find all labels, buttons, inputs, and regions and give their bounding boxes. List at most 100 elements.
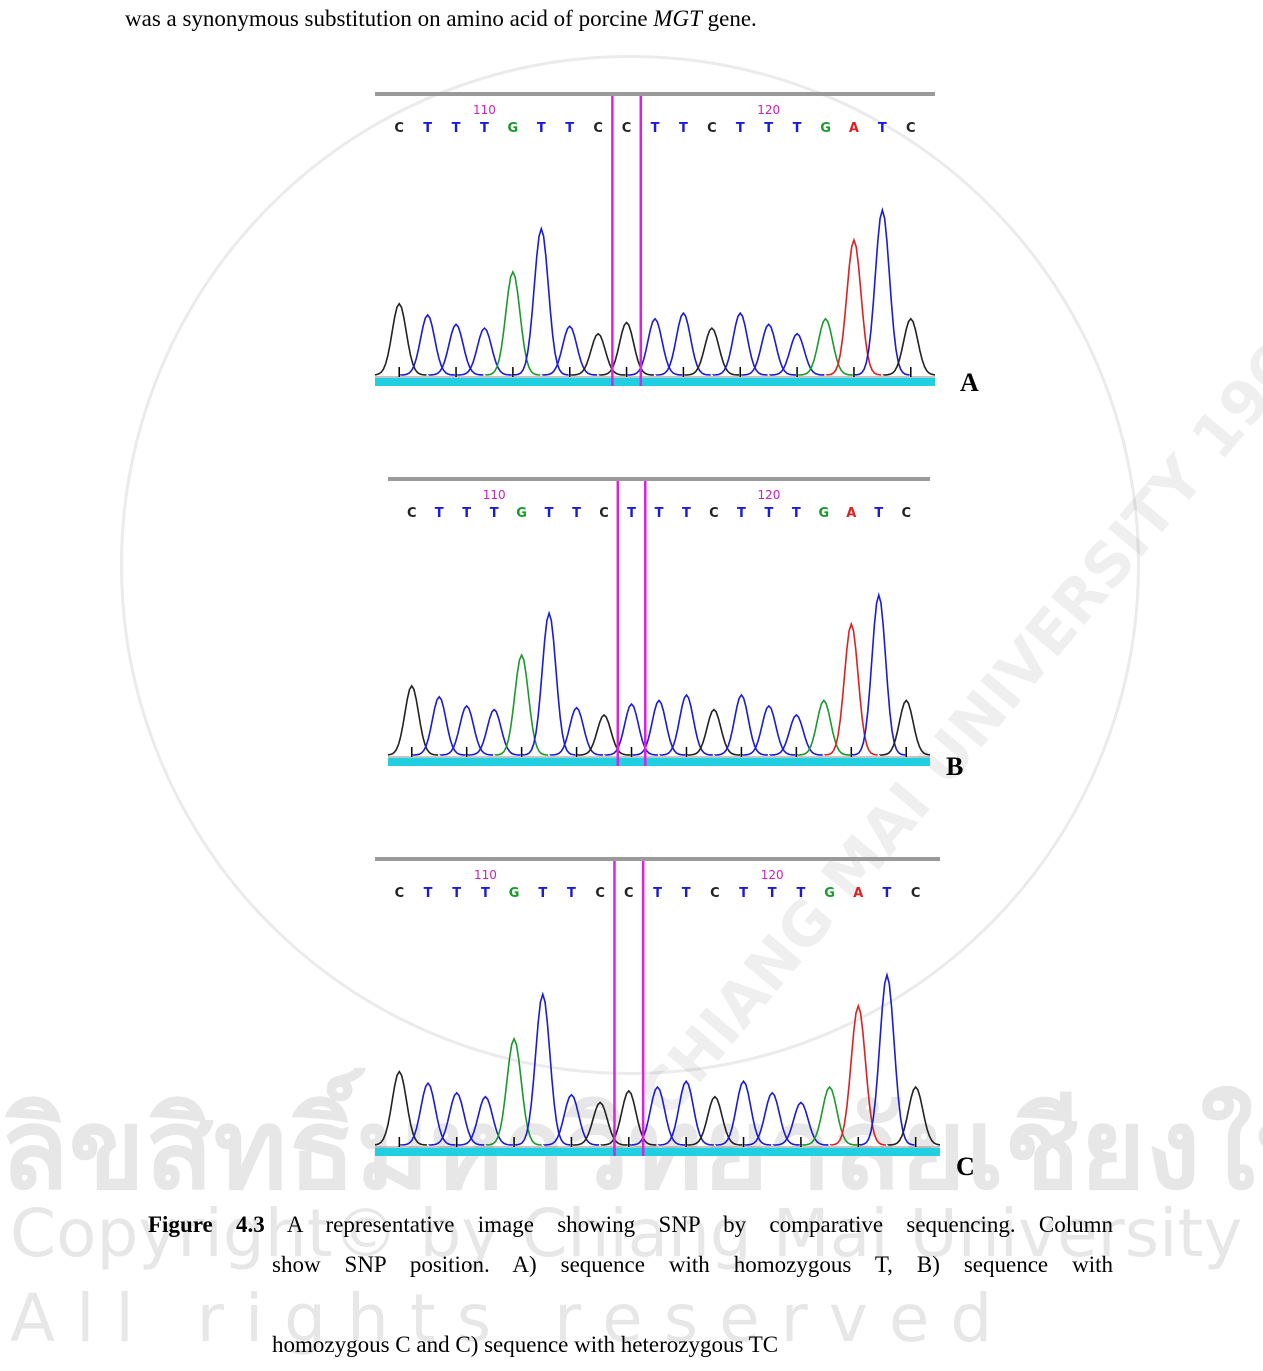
trace-peak — [487, 1039, 542, 1145]
base-letter: T — [792, 506, 801, 521]
trace-peak — [802, 1087, 857, 1145]
base-letter: G — [819, 506, 830, 521]
trace-peak — [495, 655, 548, 755]
trace-peak — [388, 686, 438, 755]
base-letter: T — [883, 886, 892, 901]
base-letter: T — [572, 506, 581, 521]
base-letter: C — [407, 506, 417, 521]
panel-label: B — [946, 752, 963, 782]
trace-peak — [656, 313, 711, 375]
base-letter: C — [395, 886, 405, 901]
base-letter: C — [622, 121, 632, 136]
base-letter: T — [764, 506, 773, 521]
panel-label: C — [956, 1152, 975, 1182]
base-letter: C — [593, 121, 603, 136]
position-number: 110 — [474, 868, 497, 882]
trace-peak — [659, 1081, 714, 1145]
base-letter: C — [599, 506, 609, 521]
base-letter: T — [878, 121, 887, 136]
top-bar — [375, 92, 935, 96]
base-letter: A — [849, 121, 859, 136]
base-letter: G — [508, 121, 519, 136]
position-number: 110 — [473, 103, 496, 117]
base-letter: T — [545, 506, 554, 521]
base-letter: C — [595, 886, 605, 901]
base-letter: T — [768, 886, 777, 901]
base-letter: T — [737, 506, 746, 521]
base-letter: C — [906, 121, 916, 136]
base-letter: T — [682, 506, 691, 521]
base-letter: T — [764, 121, 773, 136]
base-letter: A — [846, 506, 856, 521]
figure-number: Figure 4.3 — [148, 1212, 265, 1237]
trace-peak — [715, 695, 768, 755]
trace-peak — [486, 272, 541, 375]
text: was a synonymous substitution on amino a… — [125, 6, 653, 31]
base-letter: T — [462, 506, 471, 521]
trace-peak — [375, 1072, 427, 1145]
base-letter: T — [653, 886, 662, 901]
caption-line: Figure 4.3 A representative image showin… — [148, 1205, 1113, 1245]
base-letter: T — [739, 886, 748, 901]
base-letter: G — [509, 886, 520, 901]
base-letter: C — [911, 886, 921, 901]
panel-label: A — [960, 368, 979, 398]
base-letter: T — [682, 886, 691, 901]
base-letter: T — [424, 886, 433, 901]
body-text: was a synonymous substitution on amino a… — [125, 6, 757, 32]
position-number: 120 — [757, 103, 780, 117]
base-letter: T — [655, 506, 664, 521]
trace-peak — [880, 700, 930, 755]
baseline-bar — [375, 1148, 940, 1156]
base-letter: G — [516, 506, 527, 521]
base-letter: T — [480, 121, 489, 136]
trace-peak — [660, 695, 713, 755]
trace-peak — [797, 700, 850, 755]
base-letter: T — [567, 886, 576, 901]
trace-peak — [798, 319, 853, 375]
top-bar — [388, 477, 930, 481]
chromatogram: C T T T G T T C C T T C T T T G A T C 110 120 — [375, 90, 935, 395]
baseline-bar — [388, 758, 930, 766]
base-letter: T — [537, 121, 546, 136]
top-bar — [375, 857, 940, 861]
trace-peak — [716, 1081, 771, 1145]
base-letter: A — [853, 886, 863, 901]
position-number: 110 — [483, 488, 506, 502]
caption-text: show SNP position. A) sequence with homo… — [272, 1252, 1113, 1277]
caption-text: homozygous C and C) sequence with hetero… — [272, 1332, 778, 1357]
base-letter: T — [452, 121, 461, 136]
base-letter: T — [793, 121, 802, 136]
base-letter: C — [707, 121, 717, 136]
base-letter: C — [709, 506, 719, 521]
base-letter: G — [820, 121, 831, 136]
base-letter: T — [627, 506, 636, 521]
base-letter: C — [624, 886, 634, 901]
base-letter: T — [435, 506, 444, 521]
baseline-bar — [375, 378, 935, 386]
base-letter: T — [423, 121, 432, 136]
base-letter: T — [452, 886, 461, 901]
base-letter: T — [874, 506, 883, 521]
trace-peak — [375, 304, 426, 375]
base-letter: T — [565, 121, 574, 136]
trace-peak — [888, 1087, 940, 1145]
gene-name: MGT — [653, 6, 702, 31]
base-letter: T — [736, 121, 745, 136]
page: CHIANG MAI UNIVERSITY 1964 ลิขสิทธิ์มหาว… — [0, 0, 1263, 1371]
caption-line: homozygous C and C) sequence with hetero… — [272, 1325, 1113, 1365]
trace-peak — [713, 313, 768, 375]
base-letter: T — [651, 121, 660, 136]
position-number: 120 — [757, 488, 780, 502]
base-letter: T — [481, 886, 490, 901]
base-letter: T — [538, 886, 547, 901]
base-letter: C — [901, 506, 911, 521]
base-letter: C — [710, 886, 720, 901]
base-letter: C — [394, 121, 404, 136]
text: gene. — [702, 6, 757, 31]
base-letter: T — [679, 121, 688, 136]
caption-text: A representative image showing SNP by co… — [287, 1212, 1113, 1237]
base-letter: G — [824, 886, 835, 901]
